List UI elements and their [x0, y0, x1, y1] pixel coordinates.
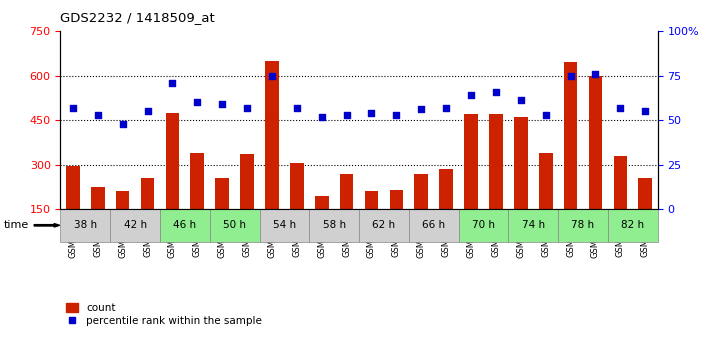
Text: 82 h: 82 h — [621, 220, 644, 230]
Point — [515, 98, 526, 103]
Point — [191, 99, 203, 105]
Point — [440, 105, 452, 110]
Bar — [539, 153, 552, 209]
Bar — [116, 191, 129, 209]
Bar — [415, 174, 428, 209]
Bar — [60, 209, 110, 242]
Bar — [260, 209, 309, 242]
Bar — [191, 153, 204, 209]
Bar — [514, 117, 528, 209]
Point — [540, 112, 551, 118]
Point — [415, 107, 427, 112]
Bar — [359, 209, 409, 242]
Point — [316, 114, 327, 119]
Bar — [564, 62, 577, 209]
Point — [490, 89, 501, 94]
Bar — [315, 196, 328, 209]
Bar — [459, 209, 508, 242]
Point — [166, 80, 178, 86]
Bar — [110, 209, 160, 242]
Bar — [608, 209, 658, 242]
Text: 54 h: 54 h — [273, 220, 296, 230]
Point — [117, 121, 128, 126]
Text: GDS2232 / 1418509_at: GDS2232 / 1418509_at — [60, 11, 215, 24]
Bar — [166, 113, 179, 209]
Point — [565, 73, 576, 78]
Point — [589, 71, 601, 77]
Text: 74 h: 74 h — [522, 220, 545, 230]
Point — [614, 105, 626, 110]
Point — [241, 105, 253, 110]
Bar — [614, 156, 627, 209]
Bar — [290, 163, 304, 209]
Bar — [439, 169, 453, 209]
Legend: count, percentile rank within the sample: count, percentile rank within the sample — [65, 303, 262, 326]
Point — [92, 112, 104, 118]
Bar — [210, 209, 260, 242]
Bar — [66, 166, 80, 209]
Point — [365, 110, 377, 116]
Bar — [464, 114, 478, 209]
Text: 50 h: 50 h — [223, 220, 246, 230]
Point — [266, 73, 277, 78]
Bar — [365, 191, 378, 209]
Bar — [489, 114, 503, 209]
Text: 42 h: 42 h — [124, 220, 146, 230]
Point — [341, 112, 352, 118]
Bar — [240, 154, 254, 209]
Point — [639, 108, 651, 114]
Text: 58 h: 58 h — [323, 220, 346, 230]
Bar — [160, 209, 210, 242]
Text: time: time — [4, 220, 29, 230]
Text: 78 h: 78 h — [572, 220, 594, 230]
Text: 66 h: 66 h — [422, 220, 445, 230]
Bar — [141, 178, 154, 209]
Bar — [589, 76, 602, 209]
Point — [141, 108, 154, 114]
Text: 70 h: 70 h — [472, 220, 495, 230]
Text: 38 h: 38 h — [74, 220, 97, 230]
Bar — [390, 190, 403, 209]
Point — [216, 101, 228, 107]
Bar — [409, 209, 459, 242]
Point — [67, 105, 78, 110]
Bar — [91, 187, 105, 209]
Point — [465, 92, 476, 98]
Bar — [265, 61, 279, 209]
Point — [292, 105, 303, 110]
Bar — [638, 178, 652, 209]
Bar — [508, 209, 558, 242]
Bar — [340, 174, 353, 209]
Bar — [309, 209, 359, 242]
Text: 62 h: 62 h — [373, 220, 395, 230]
Bar — [215, 178, 229, 209]
Text: 46 h: 46 h — [173, 220, 196, 230]
Bar — [558, 209, 608, 242]
Point — [391, 112, 402, 118]
